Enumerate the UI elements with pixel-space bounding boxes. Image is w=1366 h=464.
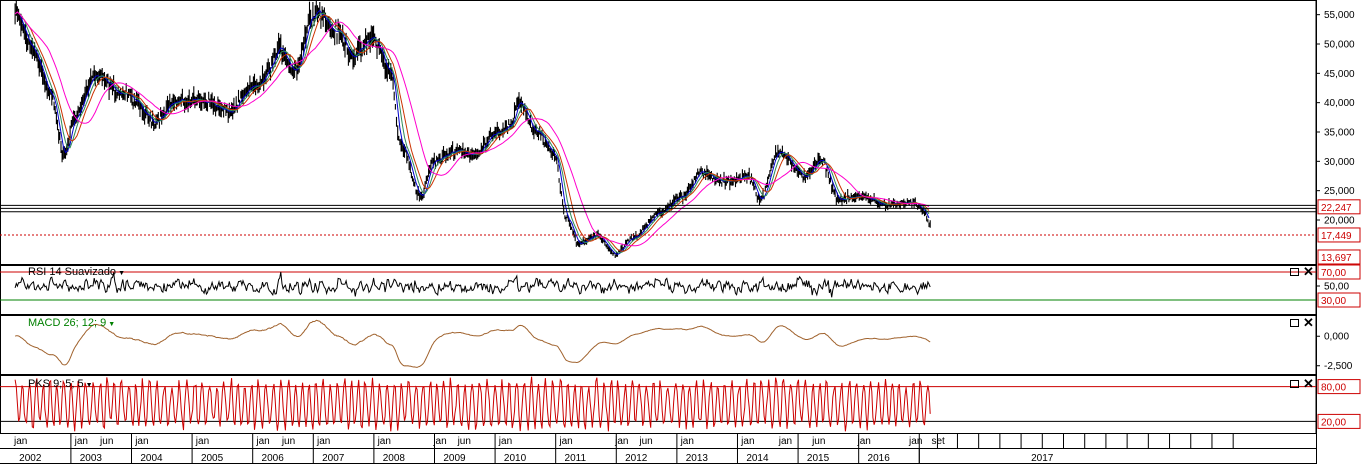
chevron-down-icon[interactable]: ▼	[85, 382, 93, 389]
macd-indicator-label[interactable]: MACD 26; 12; 9 ▼	[28, 317, 115, 329]
month-label: jun	[811, 436, 825, 447]
macd-close-icon[interactable]: ✕	[1303, 315, 1314, 330]
year-label: 2007	[322, 453, 345, 464]
year-label: 2014	[746, 453, 769, 464]
month-label: jan	[614, 436, 628, 447]
month-label: jun	[457, 436, 471, 447]
month-label: jan	[377, 436, 391, 447]
rsi-level-box	[1317, 292, 1361, 308]
year-label: 2010	[504, 453, 527, 464]
price-bar-series	[14, 0, 931, 258]
year-label: 2004	[140, 453, 163, 464]
rsi-line	[14, 271, 931, 298]
macd-maximize-icon[interactable]	[1290, 319, 1299, 327]
month-label: jan	[316, 436, 330, 447]
price-label: 13,697	[1321, 253, 1352, 264]
year-label: 2002	[19, 453, 42, 464]
moving-average-line	[14, 11, 930, 252]
rsi-title: RSI 14 Suavizado	[28, 266, 117, 278]
price-tick-label: 35,000	[1324, 128, 1355, 139]
price-label: 17,449	[1321, 231, 1352, 242]
pks-level-label: 80,00	[1321, 383, 1346, 394]
macd-title: MACD 26; 12; 9	[28, 317, 107, 329]
price-tick-label: 50,000	[1324, 40, 1355, 51]
month-label: jun	[281, 436, 295, 447]
year-label: 2005	[201, 453, 224, 464]
month-label: jan	[13, 436, 27, 447]
pks-indicator-label[interactable]: PKS 9; 5; 5 ▼	[28, 378, 93, 390]
price-label-box	[1317, 249, 1361, 265]
rsi-tick-label: 50,00	[1324, 282, 1349, 293]
month-label: jan	[740, 436, 754, 447]
year-label: 2013	[686, 453, 709, 464]
month-label: jun	[99, 436, 113, 447]
month-label: jan	[680, 436, 694, 447]
year-label: 2009	[443, 453, 466, 464]
year-label: 2008	[383, 453, 406, 464]
price-tick-label: 30,000	[1324, 157, 1355, 168]
price-panel-frame	[0, 0, 1317, 265]
pks-maximize-icon[interactable]	[1290, 380, 1299, 388]
rsi-close-icon[interactable]: ✕	[1303, 264, 1314, 279]
month-label: jan	[134, 436, 148, 447]
moving-average-line	[14, 11, 930, 247]
month-label: jan	[195, 436, 209, 447]
rsi-level-box	[1317, 264, 1361, 280]
price-label-box	[1317, 199, 1361, 215]
macd-tick-label: -2,500	[1324, 361, 1353, 372]
year-label: 2017	[1031, 453, 1054, 464]
price-tick-label: 20,000	[1324, 216, 1355, 227]
price-tick-label: 25,000	[1324, 186, 1355, 197]
month-label: jan	[432, 436, 446, 447]
pks-level-box	[1317, 379, 1361, 395]
month-label: jun	[638, 436, 652, 447]
pks-line	[14, 376, 931, 432]
month-label: jan	[558, 436, 572, 447]
moving-average-line	[14, 11, 930, 254]
rsi-level-label: 70,00	[1321, 268, 1346, 279]
macd-line	[14, 319, 931, 368]
month-label: jan	[778, 436, 792, 447]
price-tick-label: 40,000	[1324, 98, 1355, 109]
month-label: jan	[498, 436, 512, 447]
year-label: 2016	[868, 453, 891, 464]
year-label: 2011	[565, 453, 587, 464]
month-label: jan	[857, 436, 871, 447]
pks-level-label: 20,00	[1321, 417, 1346, 428]
price-tick-label: 45,000	[1324, 69, 1355, 80]
pks-close-icon[interactable]: ✕	[1303, 376, 1314, 391]
rsi-indicator-label[interactable]: RSI 14 Suavizado ▼	[28, 266, 125, 278]
year-label: 2003	[80, 453, 103, 464]
price-tick-label: 55,000	[1324, 10, 1355, 21]
macd-tick-label: 0,000	[1324, 332, 1349, 343]
price-label-box	[1317, 227, 1361, 243]
chevron-down-icon[interactable]: ▼	[118, 270, 125, 277]
moving-average-line	[14, 9, 930, 255]
macd-panel-frame	[0, 315, 1317, 375]
month-label: jan	[74, 436, 88, 447]
rsi-maximize-icon[interactable]	[1290, 268, 1299, 276]
pks-level-box	[1317, 413, 1361, 429]
price-bars	[14, 0, 931, 258]
pks-title: PKS 9; 5; 5	[28, 378, 84, 390]
chevron-down-icon[interactable]: ▼	[108, 321, 116, 328]
rsi-level-label: 30,00	[1321, 296, 1346, 307]
month-label: jan	[255, 436, 269, 447]
month-label: set	[931, 436, 945, 447]
year-label: 2006	[262, 453, 285, 464]
year-label: 2012	[625, 453, 648, 464]
rsi-panel-frame	[0, 265, 1317, 315]
price-label: 22,247	[1321, 203, 1352, 214]
month-label: jan	[908, 436, 922, 447]
year-label: 2015	[807, 453, 830, 464]
